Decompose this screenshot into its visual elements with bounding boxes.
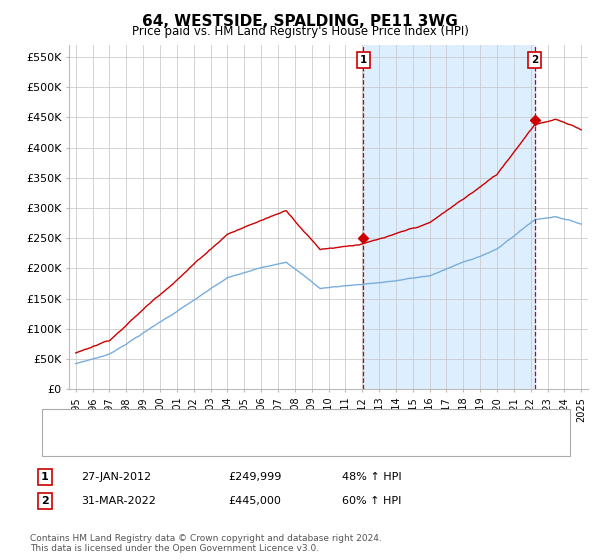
Text: £445,000: £445,000 [228, 496, 281, 506]
Text: 31-MAR-2022: 31-MAR-2022 [81, 496, 156, 506]
Text: Contains HM Land Registry data © Crown copyright and database right 2024.
This d: Contains HM Land Registry data © Crown c… [30, 534, 382, 553]
Text: 27-JAN-2012: 27-JAN-2012 [81, 472, 151, 482]
Text: 64, WESTSIDE, SPALDING, PE11 3WG: 64, WESTSIDE, SPALDING, PE11 3WG [142, 14, 458, 29]
Text: 1: 1 [41, 472, 49, 482]
Text: £249,999: £249,999 [228, 472, 281, 482]
Text: 60% ↑ HPI: 60% ↑ HPI [342, 496, 401, 506]
Text: HPI: Average price, detached house, South Holland: HPI: Average price, detached house, Sout… [93, 438, 378, 448]
Text: 2: 2 [531, 55, 539, 65]
Text: 2: 2 [41, 496, 49, 506]
Text: 48% ↑ HPI: 48% ↑ HPI [342, 472, 401, 482]
Text: 64, WESTSIDE, SPALDING, PE11 3WG (detached house): 64, WESTSIDE, SPALDING, PE11 3WG (detach… [93, 417, 401, 427]
Bar [364, 45, 535, 389]
Text: Price paid vs. HM Land Registry's House Price Index (HPI): Price paid vs. HM Land Registry's House … [131, 25, 469, 38]
Text: 1: 1 [360, 55, 367, 65]
